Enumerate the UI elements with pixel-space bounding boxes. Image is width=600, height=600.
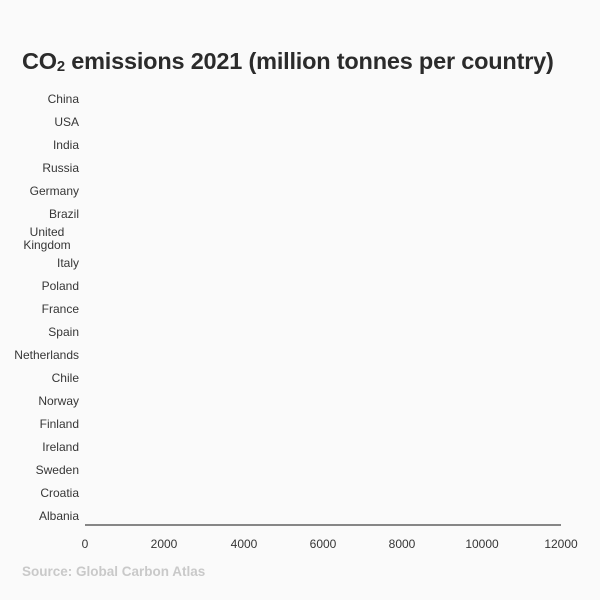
y-axis-label-brazil: Brazil	[48, 207, 79, 221]
chart-title-prefix: CO	[22, 47, 57, 74]
x-axis-tick-0: 0	[81, 537, 89, 551]
plot-area	[85, 88, 561, 524]
y-axis-label-india: India	[52, 138, 79, 152]
x-axis-tick-4000: 4000	[230, 537, 258, 551]
y-axis-label-sweden: Sweden	[35, 463, 79, 477]
y-axis-label-spain: Spain	[48, 325, 79, 339]
y-axis-label-germany: Germany	[29, 184, 79, 198]
y-axis-label-poland: Poland	[41, 279, 79, 293]
y-axis-label-usa: USA	[54, 115, 79, 129]
y-axis-label-netherlands: Netherlands	[14, 348, 79, 362]
y-axis-label-france: France	[41, 302, 79, 316]
y-axis-label-norway: Norway	[38, 394, 79, 408]
chart-title: CO2 emissions 2021 (million tonnes per c…	[22, 47, 554, 75]
y-axis-label-chile: Chile	[51, 371, 79, 385]
x-axis-tick-10000: 10000	[465, 537, 499, 551]
y-axis-label-albania: Albania	[38, 509, 79, 523]
y-axis-label-ireland: Ireland	[42, 440, 79, 454]
x-axis-tick-12000: 12000	[544, 537, 578, 551]
y-axis-label-russia: Russia	[42, 161, 79, 175]
x-axis-tick-8000: 8000	[388, 537, 416, 551]
co2-subscript: 2	[56, 58, 65, 75]
y-axis-label-china: China	[47, 92, 79, 106]
x-axis-line	[85, 524, 561, 526]
source-note: Source: Global Carbon Atlas	[22, 564, 206, 579]
x-axis-tick-6000: 6000	[309, 537, 337, 551]
x-axis-tick-2000: 2000	[150, 537, 178, 551]
chart-title-rest: emissions 2021 (million tonnes per count…	[64, 47, 554, 74]
y-axis-label-united-kingdom: United Kingdom	[23, 225, 71, 252]
y-axis-label-finland: Finland	[39, 417, 79, 431]
y-axis-labels: China USA India Russia Germany Brazil Un…	[0, 88, 79, 528]
y-axis-label-italy: Italy	[56, 256, 79, 270]
y-axis-label-croatia: Croatia	[40, 486, 79, 500]
x-axis-tick-labels: 0 2000 4000 6000 8000 10000 12000	[0, 537, 600, 553]
